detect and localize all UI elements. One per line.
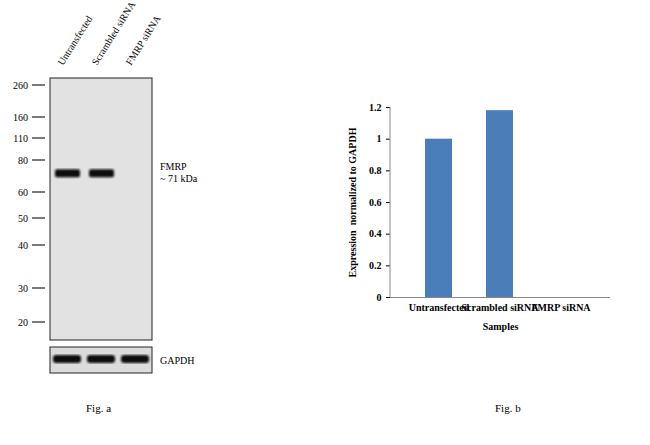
svg-text:60: 60 (18, 187, 28, 198)
svg-text:30: 30 (18, 283, 28, 294)
svg-text:110: 110 (13, 133, 28, 144)
html-text:Fig. b: Fig. b (495, 402, 521, 414)
svg-text:1: 1 (377, 133, 382, 144)
svg-text:Untransfected: Untransfected (55, 14, 94, 67)
svg-text:Samples: Samples (483, 321, 519, 332)
svg-text:GAPDH: GAPDH (160, 355, 194, 366)
svg-text:Expression normalized to GAPD: Expression normalized to GAPDH (347, 127, 358, 277)
svg-text:FMRP siRNA: FMRP siRNA (123, 13, 163, 67)
svg-text:40: 40 (18, 240, 28, 251)
svg-text:FMRP~ 71 kDa: FMRP~ 71 kDa (160, 161, 198, 184)
html-text:Fig. a: Fig. a (86, 402, 112, 414)
svg-text:50: 50 (18, 213, 28, 224)
svg-text:0.2: 0.2 (369, 260, 382, 271)
svg-text:0: 0 (377, 292, 382, 303)
svg-text:Untransfected: Untransfected (408, 301, 470, 313)
svg-text:80: 80 (18, 155, 28, 166)
svg-text:0.8: 0.8 (369, 165, 382, 176)
svg-text:0.6: 0.6 (369, 197, 382, 208)
svg-text:1.2: 1.2 (369, 102, 382, 113)
svg-text:FMRP siRNA: FMRP siRNA (531, 302, 591, 313)
svg-text:160: 160 (13, 112, 28, 123)
svg-text:0.4: 0.4 (369, 228, 382, 239)
svg-text:260: 260 (13, 80, 28, 91)
svg-text:Scrambled siRNA: Scrambled siRNA (462, 302, 540, 313)
svg-text:20: 20 (18, 317, 28, 328)
